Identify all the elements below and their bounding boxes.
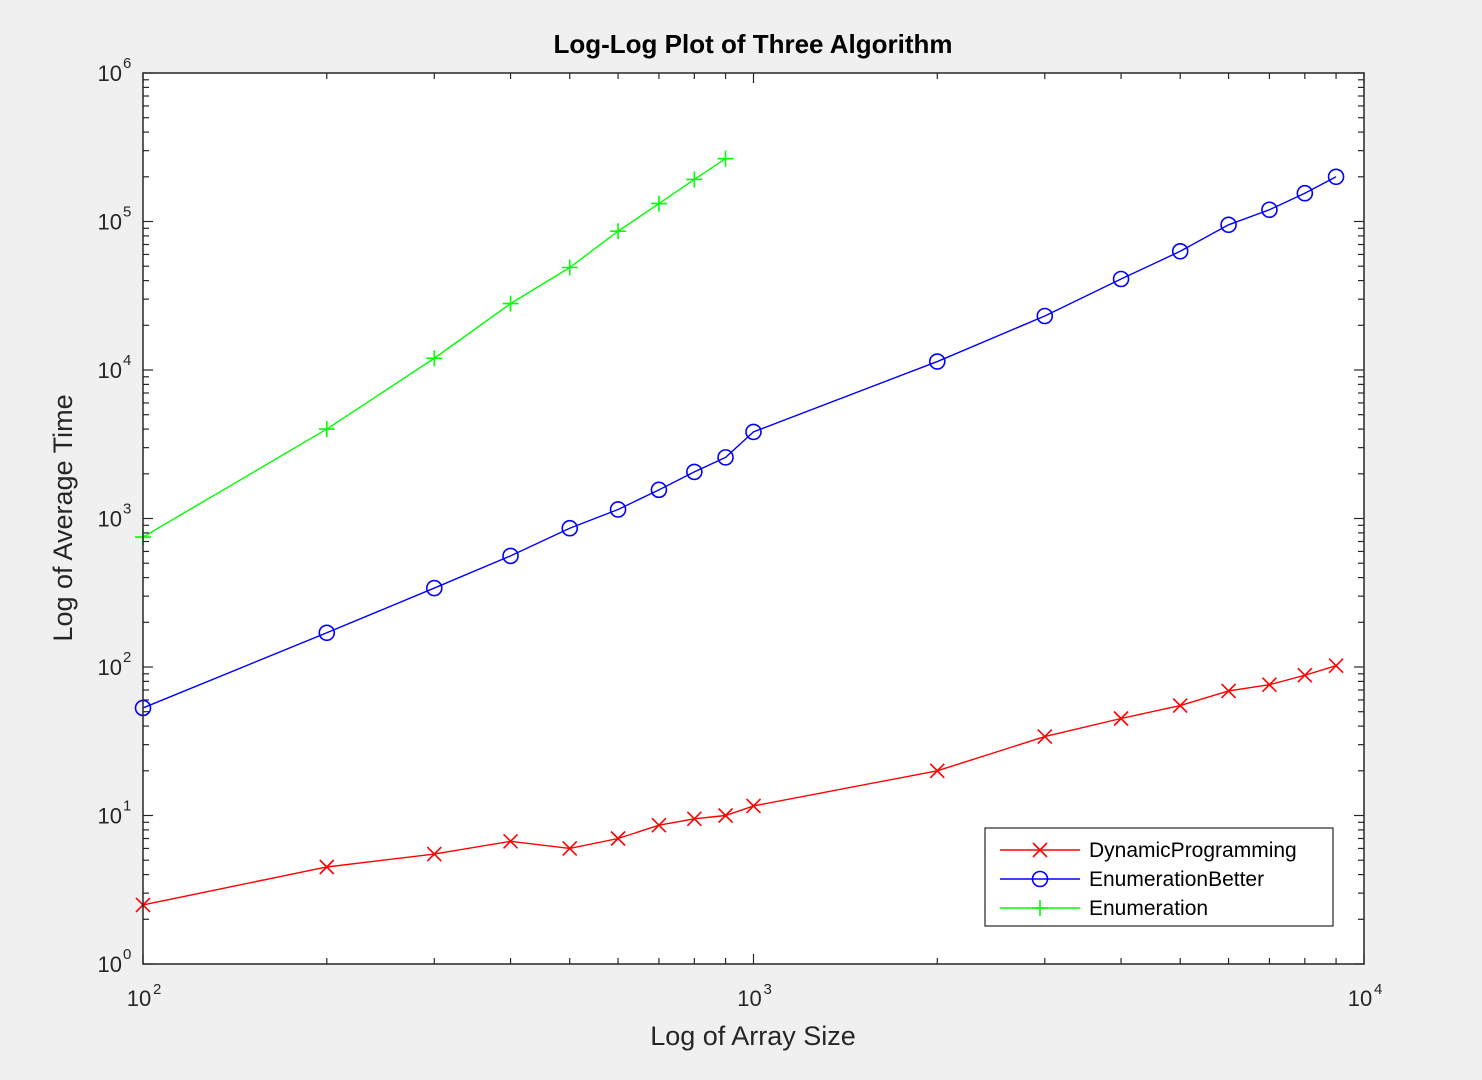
legend-marker <box>1032 842 1048 858</box>
legend: DynamicProgramming EnumerationBetter Enume… <box>984 827 1334 927</box>
data-point-enumeration-better <box>1112 270 1130 288</box>
y-tick-label-base: 10 <box>98 655 122 680</box>
data-point-dynamic-programming <box>1172 697 1188 714</box>
data-point-enumeration <box>686 171 703 188</box>
y-tick-label-exponent: 1 <box>123 798 131 815</box>
legend-box <box>984 827 1334 927</box>
data-point-enumeration <box>426 350 443 367</box>
data-point-dynamic-programming <box>610 830 626 847</box>
y-tick-label: 10 6 <box>98 55 132 86</box>
y-tick-label-base: 10 <box>98 507 122 532</box>
x-tick-label: 10 2 <box>127 981 162 1011</box>
data-point-enumeration-better <box>686 463 703 481</box>
data-point-enumeration-better <box>717 449 734 466</box>
data-point-enumeration <box>717 150 734 167</box>
data-point-dynamic-programming <box>562 840 578 857</box>
x-tick-label: 10 3 <box>737 981 772 1011</box>
data-point-enumeration <box>318 421 335 438</box>
plot-frame <box>142 72 1365 965</box>
x-tick-label: 10 4 <box>1348 981 1383 1011</box>
data-point-enumeration-better <box>650 481 668 499</box>
data-point-enumeration-better <box>1327 168 1345 186</box>
x-axis-label: Log of Array Size <box>650 1021 856 1051</box>
data-point-enumeration-better <box>1036 307 1054 325</box>
y-tick-label: 10 5 <box>98 204 132 235</box>
y-tick-label-base: 10 <box>98 804 122 829</box>
data-point-dynamic-programming <box>1220 683 1237 699</box>
y-tick-label: 10 0 <box>98 946 132 977</box>
series-layer <box>134 150 1345 913</box>
data-point-enumeration-better <box>1171 242 1189 260</box>
data-point-dynamic-programming <box>686 811 702 827</box>
chart-title: Log-Log Plot of Three Algorithm <box>553 29 952 59</box>
data-point-enumeration-better <box>928 353 946 370</box>
data-point-dynamic-programming <box>1261 677 1277 693</box>
data-point-dynamic-programming <box>426 846 442 862</box>
y-tick-label-base: 10 <box>98 358 122 383</box>
y-axis-label: Log of Average Time <box>48 394 78 641</box>
legend-label: Enumeration <box>1089 897 1208 920</box>
legend-marker <box>1032 900 1048 916</box>
series-enumeration <box>135 150 734 546</box>
y-tick-label-base: 10 <box>98 952 122 977</box>
data-point-enumeration-better <box>609 501 627 518</box>
y-tick-label-exponent: 3 <box>123 501 131 518</box>
data-point-enumeration-better <box>318 624 336 642</box>
data-point-dynamic-programming <box>1037 729 1053 745</box>
series-dynamic-programming <box>135 658 1344 913</box>
ticks-layer <box>142 72 1365 965</box>
y-tick-label-exponent: 6 <box>123 55 131 72</box>
plot-area <box>143 73 1364 964</box>
y-tick-label-exponent: 0 <box>123 946 131 963</box>
x-tick-label-exponent: 3 <box>764 981 772 998</box>
legend-item-enumeration: Enumeration <box>1000 897 1208 920</box>
legend-label: EnumerationBetter <box>1089 868 1264 891</box>
data-point-enumeration-better <box>425 579 443 597</box>
data-point-enumeration <box>561 259 578 276</box>
data-point-enumeration-better <box>1296 184 1314 202</box>
data-point-enumeration <box>650 195 667 212</box>
data-point-enumeration-better <box>745 423 762 441</box>
data-point-dynamic-programming <box>717 807 734 824</box>
data-point-enumeration <box>502 295 519 312</box>
legend-item-enumeration-better: EnumerationBetter <box>1000 868 1264 891</box>
y-tick-label: 10 1 <box>98 798 132 829</box>
data-point-dynamic-programming <box>651 817 667 833</box>
legend-item-dynamic-programming: DynamicProgramming <box>1000 839 1297 862</box>
data-point-enumeration <box>610 223 627 240</box>
data-point-dynamic-programming <box>1297 667 1313 683</box>
y-tick-label-exponent: 5 <box>123 204 131 221</box>
data-point-dynamic-programming <box>319 859 335 875</box>
data-point-dynamic-programming <box>1328 658 1344 674</box>
x-tick-label-base: 10 <box>737 986 761 1011</box>
y-tick-label-exponent: 4 <box>123 352 131 369</box>
legend-marker <box>1031 870 1049 888</box>
data-point-enumeration-better <box>561 519 579 537</box>
y-tick-label: 10 2 <box>98 649 132 680</box>
data-point-enumeration-better <box>1220 216 1237 234</box>
x-tick-label-exponent: 4 <box>1374 981 1382 998</box>
data-point-dynamic-programming <box>929 763 945 779</box>
x-tick-label-base: 10 <box>1348 986 1372 1011</box>
data-point-dynamic-programming <box>745 798 762 814</box>
x-tick-label-exponent: 2 <box>153 981 161 998</box>
y-tick-label: 10 3 <box>98 501 132 532</box>
data-point-dynamic-programming <box>1113 710 1129 727</box>
x-tick-label-base: 10 <box>127 986 151 1011</box>
y-tick-label-base: 10 <box>98 210 122 235</box>
data-point-enumeration-better <box>1261 201 1278 219</box>
series-enumeration-better <box>134 168 1345 717</box>
y-tick-label: 10 4 <box>98 352 132 383</box>
data-point-dynamic-programming <box>502 833 519 849</box>
legend-items: DynamicProgramming EnumerationBetter Enume… <box>1000 839 1297 920</box>
legend-label: DynamicProgramming <box>1089 839 1297 862</box>
data-point-enumeration-better <box>502 547 519 565</box>
y-tick-label-base: 10 <box>98 61 122 86</box>
y-tick-label-exponent: 2 <box>123 649 131 666</box>
series-line-dynamic-programming <box>142 665 1337 906</box>
tick-labels: 10 2 10 3 10 410 010 110 210 310 410 510 6 <box>98 55 1383 1011</box>
